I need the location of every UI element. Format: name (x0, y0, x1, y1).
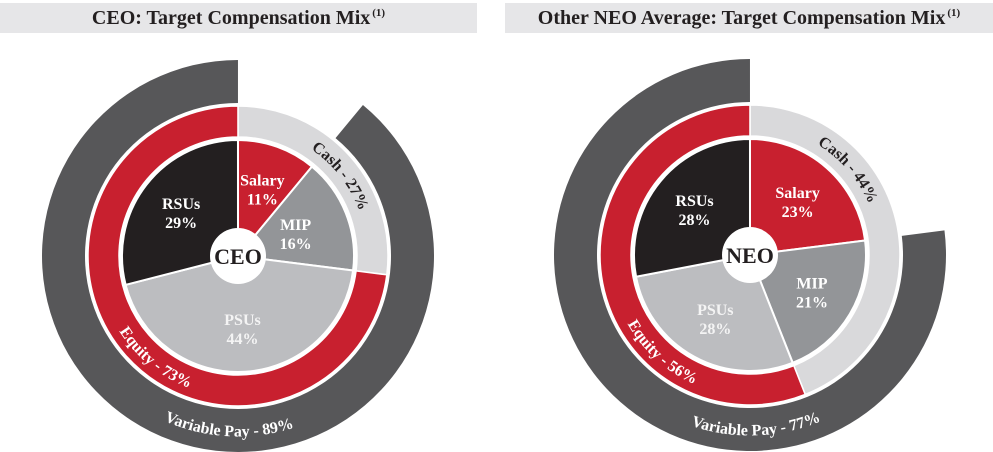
neo-center-label: NEO (726, 243, 774, 268)
ceo-rsus-slice (121, 138, 240, 287)
neo-mip-value-label: 21% (796, 295, 828, 312)
ceo-rsus-name-label: RSUs (162, 196, 200, 213)
neo-rsus-name-label: RSUs (675, 193, 713, 210)
ceo-mip-value-label: 16% (280, 236, 312, 253)
neo-title-text: Other NEO Average: Target Compensation M… (537, 7, 946, 29)
ceo-rsus-value-label: 29% (165, 215, 197, 232)
neo-chart-title: Other NEO Average: Target Compensation M… (505, 3, 993, 33)
ceo-title-footnote: (1) (372, 7, 386, 19)
ceo-psus-value-label: 44% (227, 331, 259, 348)
ceo-salary-name-label: Salary (240, 172, 284, 189)
neo-psus-name-label: PSUs (697, 302, 733, 319)
neo-salary-name-label: Salary (775, 185, 819, 202)
neo-salary-slice (749, 137, 867, 257)
neo-equity-ring-segment (599, 104, 807, 406)
neo-center-hole (722, 227, 778, 283)
ceo-psus-slice (124, 254, 355, 373)
neo-title-footnote: (1) (947, 7, 961, 19)
ceo-equity-ring-segment (87, 105, 388, 407)
neo-psus-slice (634, 253, 795, 372)
neo-rsus-slice (633, 137, 752, 278)
neo-psus-value-label: 28% (699, 321, 731, 338)
ceo-salary-value-label: 11% (247, 191, 278, 208)
neo-mip-name-label: MIP (796, 276, 827, 293)
ceo-chart-title: CEO: Target Compensation Mix (1) (0, 3, 477, 33)
neo-rsus-value-label: 28% (679, 212, 711, 229)
ceo-center-hole (210, 228, 266, 284)
ceo-title-text: CEO: Target Compensation Mix (91, 7, 371, 29)
neo-salary-value-label: 23% (782, 204, 814, 221)
neo-mip-slice (748, 239, 867, 365)
ceo-center-label: CEO (214, 244, 262, 269)
ceo-mip-name-label: MIP (280, 217, 311, 234)
ceo-psus-name-label: PSUs (224, 312, 260, 329)
ceo-mip-slice (236, 165, 355, 272)
ceo-salary-slice (237, 138, 314, 259)
